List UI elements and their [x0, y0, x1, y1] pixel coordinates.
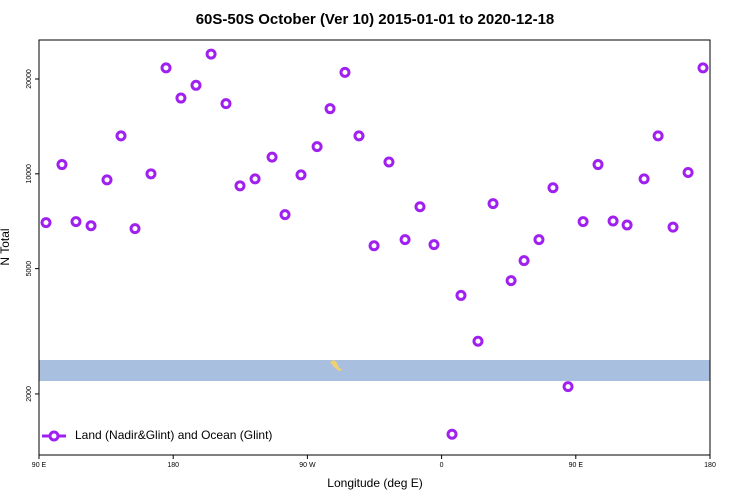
point [56, 159, 68, 171]
point [505, 275, 517, 287]
point [145, 168, 157, 180]
point [621, 219, 633, 231]
point [40, 217, 52, 229]
point [472, 335, 484, 347]
point [175, 92, 187, 104]
point [446, 428, 458, 440]
point [160, 62, 172, 74]
point [368, 240, 380, 252]
point [353, 130, 365, 142]
point [129, 223, 141, 235]
point [533, 234, 545, 246]
chart-title: 60S-50S October (Ver 10) 2015-01-01 to 2… [196, 11, 555, 28]
point [220, 98, 232, 110]
x-tick-label: 180 [167, 462, 179, 469]
point [592, 159, 604, 171]
point [234, 180, 246, 192]
point [249, 173, 261, 185]
y-tick-label: 10000 [26, 164, 33, 184]
point [518, 255, 530, 267]
x-tick-label: 180 [704, 462, 716, 469]
x-axis-label: Longitude (deg E) [327, 476, 422, 490]
point [455, 289, 467, 301]
y-tick-label: 5000 [26, 261, 33, 277]
point [682, 166, 694, 178]
point [295, 169, 307, 181]
point [266, 151, 278, 163]
x-tick-label: 90 E [32, 462, 47, 469]
point [399, 234, 411, 246]
x-tick-label: 0 [440, 462, 444, 469]
point [339, 66, 351, 78]
point [311, 141, 323, 153]
plot-frame [38, 39, 711, 456]
point [190, 79, 202, 91]
point [324, 103, 336, 115]
point [697, 62, 709, 74]
point [101, 174, 113, 186]
point [414, 201, 426, 213]
legend-marker [48, 430, 60, 442]
x-tick-label: 90 W [299, 462, 316, 469]
point [652, 130, 664, 142]
point [577, 216, 589, 228]
point [85, 220, 97, 232]
point [562, 381, 574, 393]
point [70, 216, 82, 228]
y-tick-label: 2000 [26, 386, 33, 402]
point [428, 239, 440, 251]
land [330, 360, 343, 371]
y-axis-label: N Total [0, 228, 12, 265]
point [383, 156, 395, 168]
point [638, 173, 650, 185]
point [607, 215, 619, 227]
x-tick-label: 90 E [569, 462, 584, 469]
y-tick-label: 20000 [26, 69, 33, 89]
point [487, 198, 499, 210]
point [205, 48, 217, 60]
point [667, 221, 679, 233]
legend-label: Land (Nadir&Glint) and Ocean (Glint) [75, 428, 272, 442]
point [547, 182, 559, 194]
point [279, 209, 291, 221]
map-strip [39, 360, 710, 381]
point [115, 130, 127, 142]
